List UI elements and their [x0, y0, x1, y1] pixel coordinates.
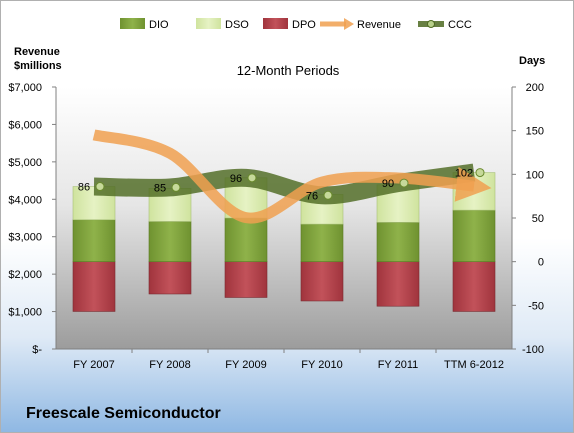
category-label: FY 2011	[378, 359, 419, 371]
legend-swatch-dpo	[263, 18, 288, 29]
ccc-marker	[247, 173, 257, 183]
chart-legend: DIO DSO DPO Revenue CCC	[120, 18, 472, 31]
legend-swatch-ccc-marker	[427, 20, 435, 28]
legend-label-ccc: CCC	[448, 19, 472, 31]
ccc-data-label: 85	[154, 182, 166, 194]
dpo-bar	[224, 261, 268, 298]
category-label: FY 2008	[149, 359, 190, 371]
right-axis-label: Days	[519, 55, 545, 67]
ccc-data-label: 90	[382, 178, 394, 190]
line-series	[92, 129, 492, 224]
ccc-marker	[399, 178, 409, 188]
right-tick-label: -100	[522, 344, 544, 356]
dio-bar	[376, 222, 420, 262]
category-label: FY 2007	[73, 359, 114, 371]
right-tick-label: -50	[528, 300, 544, 312]
right-tick-label: 100	[526, 169, 544, 181]
category-label: FY 2009	[225, 359, 266, 371]
dpo-bar	[72, 261, 116, 312]
ccc-data-label: 76	[306, 190, 318, 202]
dio-bar	[224, 217, 268, 262]
plot-area	[56, 87, 512, 349]
left-tick-label: $5,000	[8, 157, 42, 169]
revenue-line	[92, 129, 492, 224]
dio-bar	[148, 221, 192, 262]
ccc-data-label: 86	[78, 182, 90, 194]
dpo-bar	[376, 261, 420, 307]
legend-label-dio: DIO	[149, 19, 169, 31]
ccc-marker	[95, 182, 105, 192]
left-tick-label: $7,000	[8, 82, 42, 94]
legend-label-dpo: DPO	[292, 19, 316, 31]
left-tick-label: $-	[32, 344, 42, 356]
dio-bar	[300, 223, 344, 262]
right-tick-label: 200	[526, 82, 544, 94]
legend-swatch-dio	[120, 18, 145, 29]
left-tick-label: $2,000	[8, 269, 42, 281]
dio-bar	[452, 209, 496, 262]
chart-title: 12-Month Periods	[237, 63, 340, 78]
category-label: TTM 6-2012	[444, 359, 504, 371]
left-tick-label: $4,000	[8, 194, 42, 206]
legend-swatch-revenue-arrow	[344, 18, 354, 30]
ccc-marker	[323, 190, 333, 200]
right-tick-label: 50	[532, 213, 544, 225]
ccc-data-label: 96	[230, 173, 242, 185]
dpo-bar	[452, 261, 496, 312]
left-tick-label: $3,000	[8, 232, 42, 244]
ccc-marker	[171, 182, 181, 192]
right-tick-label: 0	[538, 257, 544, 269]
left-tick-label: $6,000	[8, 119, 42, 131]
ccc-data-label: 102	[455, 168, 473, 180]
dpo-bar	[300, 261, 344, 302]
left-axis-label-line1: Revenue	[14, 46, 60, 58]
dpo-bar	[148, 261, 192, 295]
dio-bar	[72, 219, 116, 262]
right-tick-label: 150	[526, 126, 544, 138]
axis-ticks: $- $1,000 $2,000 $3,000 $4,000 $5,000 $6,000 $7…	[8, 82, 544, 371]
left-axis-label-line2: $millions	[14, 60, 62, 72]
ccc-marker	[475, 168, 485, 178]
legend-label-revenue: Revenue	[357, 19, 401, 31]
legend-label-dso: DSO	[225, 19, 249, 31]
legend-swatch-dso	[196, 18, 221, 29]
left-tick-label: $1,000	[8, 307, 42, 319]
company-name: Freescale Semiconductor	[26, 405, 221, 422]
data-labels: 86 85 96 76 90 102	[78, 168, 473, 203]
category-label: FY 2010	[301, 359, 342, 371]
